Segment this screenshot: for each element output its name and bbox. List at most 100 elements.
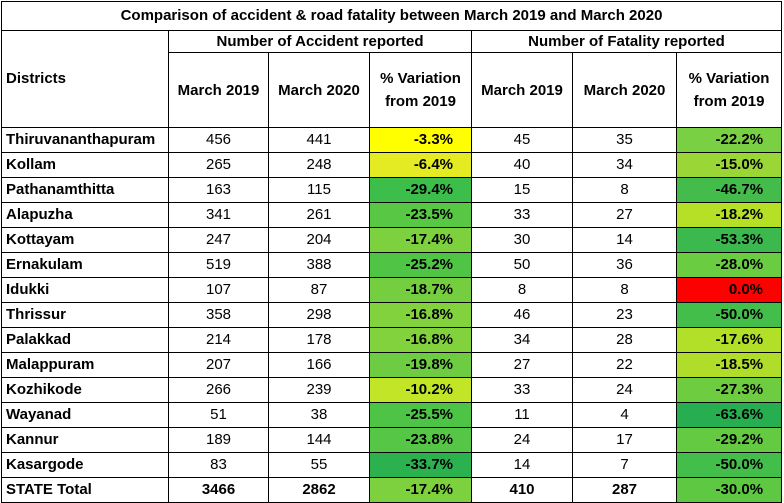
fatality-2019-value: 30 [471,227,573,253]
fatality-2019-value: 45 [471,127,573,153]
accident-2020-value: 388 [268,252,370,278]
fatality-2019-value: 40 [471,152,573,178]
accident-march-2020-header: March 2020 [268,52,370,128]
district-name: Kannur [1,427,169,453]
accident-2020-value: 115 [268,177,370,203]
accident-variation-value: -17.4% [369,227,472,253]
fatality-2019-value: 11 [471,402,573,428]
accident-2020-value: 55 [268,452,370,478]
table-row: Ernakulam 519 388 -25.2% 50 36 -28.0% [1,252,783,278]
fatality-2020-value: 34 [572,152,677,178]
accident-2019-value: 207 [168,352,269,378]
accident-variation-value: -16.8% [369,302,472,328]
fatality-2020-value: 27 [572,202,677,228]
accident-variation-value: -3.3% [369,127,472,153]
district-name: Wayanad [1,402,169,428]
fatality-variation-value: -28.0% [675,252,783,278]
fatality-2019-value: 34 [471,327,573,353]
table-row: Palakkad 214 178 -16.8% 34 28 -17.6% [1,327,783,353]
accident-group-header: Number of Accident reported [168,30,472,53]
fatality-2020-value: 35 [572,127,677,153]
fatality-variation-value: -27.3% [675,377,783,403]
table-row: Kozhikode 266 239 -10.2% 33 24 -27.3% [1,377,783,403]
accident-variation-value: -23.5% [369,202,472,228]
accident-variation-header: % Variation from 2019 [369,52,472,128]
accident-march-2019-header: March 2019 [168,52,269,128]
accident-2019-value: 83 [168,452,269,478]
accident-2019-value: 358 [168,302,269,328]
accident-2020-value: 204 [268,227,370,253]
table-row: Wayanad 51 38 -25.5% 11 4 -63.6% [1,402,783,428]
table-row: Malappuram 207 166 -19.8% 27 22 -18.5% [1,352,783,378]
fatality-2019-value: 33 [471,202,573,228]
table-row: Thiruvananthapuram 456 441 -3.3% 45 35 -22.2% [1,127,783,153]
accident-variation-value: -17.4% [369,477,472,503]
fatality-2020-value: 8 [572,177,677,203]
district-name: Ernakulam [1,252,169,278]
fatality-2020-value: 287 [572,477,677,503]
district-name: Kozhikode [1,377,169,403]
fatality-variation-value: 0.0% [675,277,783,303]
accident-2020-value: 166 [268,352,370,378]
accident-2019-value: 51 [168,402,269,428]
district-name: Malappuram [1,352,169,378]
fatality-group-header: Number of Fatality reported [470,30,783,53]
accident-2019-value: 247 [168,227,269,253]
fatality-2019-value: 27 [471,352,573,378]
fatality-2020-value: 23 [572,302,677,328]
table-row: Thrissur 358 298 -16.8% 46 23 -50.0% [1,302,783,328]
table-title: Comparison of accident & road fatality b… [0,1,783,31]
accident-2020-value: 248 [268,152,370,178]
table-row: Alapuzha 341 261 -23.5% 33 27 -18.2% [1,202,783,228]
accident-2020-value: 38 [268,402,370,428]
accident-variation-value: -33.7% [369,452,472,478]
district-name: Kottayam [1,227,169,253]
fatality-variation-value: -29.2% [675,427,783,453]
accident-2020-value: 298 [268,302,370,328]
fatality-2019-value: 50 [471,252,573,278]
table-row: Kollam 265 248 -6.4% 40 34 -15.0% [1,152,783,178]
fatality-variation-value: -22.2% [675,127,783,153]
fatality-variation-value: -15.0% [675,152,783,178]
table-row: Kannur 189 144 -23.8% 24 17 -29.2% [1,427,783,453]
accident-2019-value: 341 [168,202,269,228]
fatality-2019-value: 14 [471,452,573,478]
fatality-2020-value: 36 [572,252,677,278]
accident-2020-value: 178 [268,327,370,353]
accident-2019-value: 456 [168,127,269,153]
district-name: Kasargode [1,452,169,478]
accident-variation-value: -16.8% [369,327,472,353]
district-name: Kollam [1,152,169,178]
fatality-variation-header: % Variation from 2019 [675,52,783,128]
district-name: Idukki [1,277,169,303]
fatality-2020-value: 17 [572,427,677,453]
fatality-variation-value: -50.0% [675,302,783,328]
fatality-2019-value: 24 [471,427,573,453]
accident-variation-value: -6.4% [369,152,472,178]
fatality-2019-value: 33 [471,377,573,403]
accident-variation-value: -23.8% [369,427,472,453]
fatality-variation-value: -30.0% [675,477,783,503]
fatality-variation-value: -46.7% [675,177,783,203]
fatality-2019-value: 8 [471,277,573,303]
accident-variation-value: -29.4% [369,177,472,203]
fatality-2020-value: 4 [572,402,677,428]
fatality-2020-value: 22 [572,352,677,378]
table-row: Pathanamthitta 163 115 -29.4% 15 8 -46.7% [1,177,783,203]
accident-2020-value: 239 [268,377,370,403]
fatality-2020-value: 28 [572,327,677,353]
fatality-2019-value: 46 [471,302,573,328]
fatality-2020-value: 7 [572,452,677,478]
accident-2019-value: 163 [168,177,269,203]
table-row: Kottayam 247 204 -17.4% 30 14 -53.3% [1,227,783,253]
district-name: STATE Total [1,477,169,503]
accident-2019-value: 214 [168,327,269,353]
accident-2019-value: 519 [168,252,269,278]
fatality-march-2019-header: March 2019 [471,52,573,128]
accident-2020-value: 261 [268,202,370,228]
fatality-variation-value: -18.2% [675,202,783,228]
fatality-variation-value: -18.5% [675,352,783,378]
accident-2020-value: 144 [268,427,370,453]
accident-2020-value: 87 [268,277,370,303]
